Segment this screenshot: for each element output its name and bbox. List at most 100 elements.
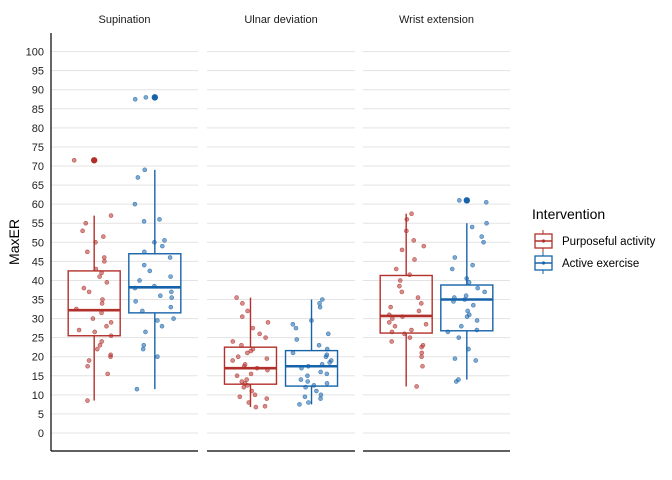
y-tick-label: 20 [32, 352, 44, 364]
data-point [152, 240, 157, 245]
y-tick-label: 65 [32, 180, 44, 192]
y-tick-label: 40 [32, 275, 44, 287]
data-point [392, 323, 398, 329]
box-group [284, 297, 339, 407]
y-tick-label: 75 [32, 142, 44, 154]
data-point [155, 318, 160, 323]
data-point [324, 381, 330, 386]
data-point [99, 339, 105, 344]
data-point [419, 354, 424, 360]
data-point [303, 384, 308, 390]
data-point [404, 228, 409, 234]
data-point [453, 379, 459, 384]
data-point [411, 238, 417, 243]
data-point [92, 329, 98, 335]
data-point [239, 314, 245, 319]
data-point [93, 266, 99, 272]
data-point [135, 175, 141, 180]
y-tick-label: 60 [32, 199, 44, 211]
data-point [470, 262, 475, 268]
data-point [412, 257, 417, 262]
y-tick-label: 0 [38, 428, 44, 440]
outlier-point [151, 94, 159, 101]
legend: Intervention Purposeful activity Active e… [532, 206, 656, 274]
data-point [104, 280, 110, 285]
data-point [169, 295, 175, 300]
data-point [140, 346, 146, 352]
data-point [265, 367, 270, 373]
data-point [302, 394, 308, 400]
data-point [297, 402, 302, 407]
data-point [74, 306, 79, 312]
data-point [85, 249, 90, 255]
data-point [323, 354, 329, 360]
data-point [474, 327, 480, 333]
gridlines [51, 51, 510, 434]
data-point [108, 333, 114, 339]
y-tick-label: 55 [32, 218, 44, 230]
data-point [290, 350, 296, 356]
y-tick-label: 30 [32, 314, 44, 326]
data-point [464, 276, 470, 281]
data-point [479, 234, 485, 239]
data-point [298, 377, 304, 382]
data-point [299, 365, 304, 371]
data-point [316, 342, 322, 348]
data-point [415, 295, 421, 300]
data-point [171, 316, 176, 321]
data-point [254, 365, 260, 371]
data-point [230, 358, 235, 363]
data-point [327, 360, 332, 365]
y-tick-label: 70 [32, 161, 44, 173]
data-point [168, 274, 173, 279]
data-point [240, 301, 245, 306]
data-point [252, 392, 258, 398]
data-point [419, 344, 424, 350]
data-point [141, 262, 147, 268]
data-point [449, 266, 455, 272]
data-point [306, 400, 311, 405]
data-point [169, 289, 174, 295]
data-point [473, 358, 479, 363]
y-tick-label: 80 [32, 123, 44, 135]
data-point [419, 350, 425, 356]
facet-title: Wrist extension [399, 14, 474, 26]
data-point [249, 388, 255, 394]
facet-title: Supination [99, 14, 151, 26]
data-point [306, 363, 311, 369]
data-point [423, 322, 429, 327]
data-point [155, 354, 160, 360]
data-point [250, 325, 256, 331]
data-point [404, 217, 410, 222]
data-point [265, 320, 271, 325]
data-point [248, 371, 254, 377]
data-point [399, 247, 405, 253]
box-group [128, 94, 182, 392]
box-group [379, 211, 433, 389]
data-point [474, 318, 480, 323]
y-tick-label: 95 [32, 66, 44, 78]
data-point [162, 238, 167, 243]
y-tick-label: 35 [32, 295, 44, 307]
data-point [80, 228, 85, 234]
legend-label: Purposeful activity [562, 236, 656, 248]
data-point [264, 396, 270, 401]
data-point [400, 314, 405, 319]
facet-titles: Supination Ulnar deviation Wrist extension [99, 14, 475, 26]
data-point [101, 255, 107, 260]
data-point [141, 219, 147, 224]
data-point [71, 157, 77, 163]
data-point [147, 268, 153, 274]
y-tick-label: 85 [32, 104, 44, 116]
data-point [234, 373, 240, 379]
data-point [388, 304, 393, 310]
data-point [86, 358, 92, 363]
data-point [475, 285, 480, 291]
box-iqr [223, 346, 278, 385]
legend-title: Intervention [532, 206, 605, 222]
data-point [94, 346, 100, 352]
data-point [152, 283, 157, 289]
data-point [101, 234, 106, 239]
data-point [407, 335, 413, 340]
